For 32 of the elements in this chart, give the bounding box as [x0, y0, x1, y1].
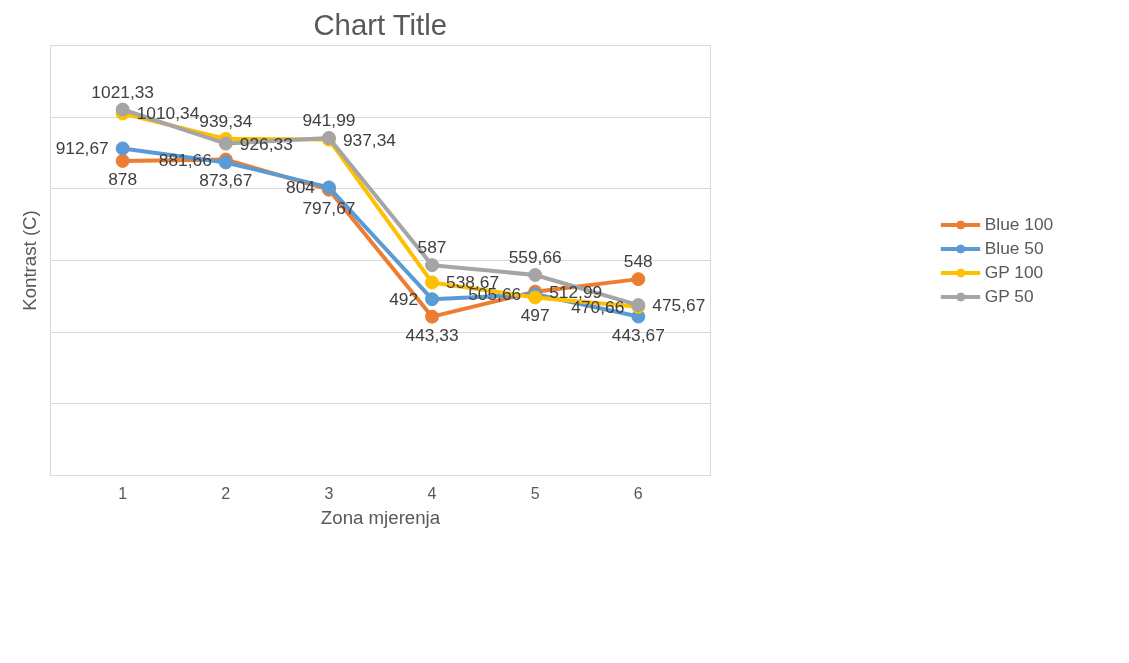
- legend-label: GP 50: [984, 285, 1034, 307]
- x-tick-label: 2: [221, 484, 231, 502]
- x-tick-label: 1: [118, 484, 128, 502]
- data-label: 587: [417, 237, 447, 258]
- x-axis-title: Zona mjerenja: [320, 506, 441, 528]
- legend-label: GP 100: [984, 261, 1044, 283]
- data-label: 492: [389, 289, 419, 310]
- data-label: 475,67: [652, 295, 706, 316]
- data-label: 926,33: [239, 133, 293, 154]
- legend-label: Blue 100: [984, 213, 1054, 235]
- data-label: 443,33: [405, 324, 459, 345]
- x-tick-label: 4: [427, 484, 437, 502]
- data-label: 937,34: [342, 129, 397, 150]
- data-label: 497: [520, 305, 550, 326]
- data-label: 873,67: [199, 170, 253, 191]
- data-label: 548: [623, 251, 653, 272]
- data-label: 1010,34: [136, 103, 200, 124]
- data-label: 1021,33: [91, 81, 155, 102]
- data-label: 881,66: [158, 149, 212, 170]
- x-tick-label: 3: [324, 484, 334, 502]
- data-label: 912,67: [55, 138, 109, 159]
- data-label: 878: [108, 168, 138, 189]
- data-label: 941,99: [302, 109, 356, 130]
- data-label: 559,66: [508, 246, 562, 267]
- x-tick-label: 5: [530, 484, 540, 502]
- legend-label: Blue 50: [984, 237, 1044, 259]
- y-axis-title: Kontrast (C): [18, 210, 40, 311]
- data-label: 804: [286, 177, 316, 198]
- data-label: 443,67: [611, 324, 665, 345]
- chart-title: Chart Title: [313, 7, 448, 41]
- data-label: 939,34: [199, 110, 253, 131]
- x-tick-label: 6: [633, 484, 643, 502]
